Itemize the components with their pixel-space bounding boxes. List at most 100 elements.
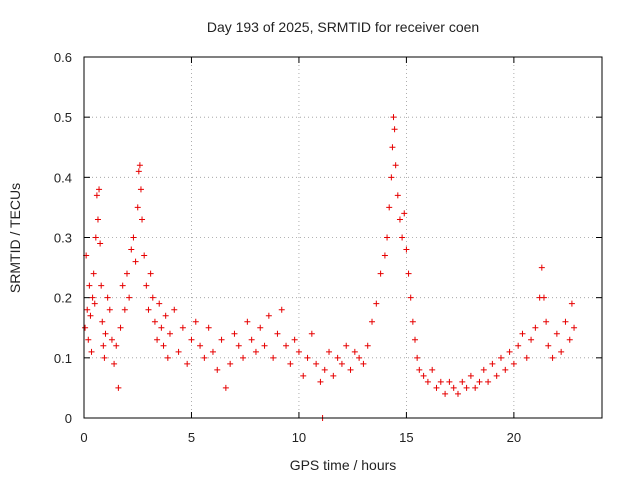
data-point bbox=[515, 342, 522, 349]
data-point bbox=[143, 282, 150, 289]
data-point bbox=[476, 378, 483, 385]
data-point bbox=[119, 282, 126, 289]
data-point bbox=[330, 372, 337, 379]
data-point bbox=[313, 360, 320, 367]
data-point bbox=[523, 354, 530, 361]
chart-title: Day 193 of 2025, SRMTID for receiver coe… bbox=[207, 19, 479, 35]
data-point bbox=[396, 216, 403, 223]
data-point bbox=[126, 294, 133, 301]
y-tick-label: 0 bbox=[65, 411, 72, 426]
data-point bbox=[326, 348, 333, 355]
y-tick-label: 0.5 bbox=[54, 110, 72, 125]
x-axis-label: GPS time / hours bbox=[290, 457, 397, 473]
x-tick-label: 15 bbox=[399, 430, 413, 445]
data-point bbox=[87, 312, 94, 319]
data-point bbox=[134, 204, 141, 211]
data-point bbox=[179, 324, 186, 331]
data-point bbox=[308, 330, 315, 337]
data-point bbox=[283, 342, 290, 349]
data-point bbox=[270, 354, 277, 361]
data-point bbox=[384, 234, 391, 241]
data-point bbox=[401, 210, 408, 217]
data-point bbox=[392, 162, 399, 169]
data-point bbox=[104, 294, 111, 301]
data-point bbox=[244, 318, 251, 325]
data-point bbox=[102, 330, 109, 337]
data-point bbox=[485, 378, 492, 385]
data-point bbox=[420, 372, 427, 379]
data-point bbox=[287, 360, 294, 367]
data-point bbox=[257, 324, 264, 331]
data-point bbox=[252, 348, 259, 355]
data-point bbox=[351, 348, 358, 355]
data-point bbox=[214, 366, 221, 373]
data-point bbox=[92, 234, 99, 241]
data-point bbox=[123, 270, 130, 277]
data-point bbox=[545, 342, 552, 349]
data-point bbox=[412, 336, 419, 343]
data-point bbox=[300, 372, 307, 379]
data-point bbox=[128, 246, 135, 253]
data-point bbox=[480, 366, 487, 373]
data-point bbox=[295, 348, 302, 355]
data-point bbox=[94, 216, 101, 223]
data-point bbox=[391, 126, 398, 133]
data-point bbox=[154, 336, 161, 343]
tick-labels: 0 0.1 0.2 0.3 0.4 0.5 0.6 0 5 10 15 20 bbox=[54, 50, 521, 445]
data-point bbox=[553, 330, 560, 337]
data-point bbox=[405, 270, 412, 277]
data-point bbox=[160, 342, 167, 349]
data-point bbox=[231, 330, 238, 337]
data-point bbox=[381, 252, 388, 259]
data-point bbox=[130, 234, 137, 241]
grid-lines bbox=[84, 57, 602, 418]
data-point bbox=[538, 264, 545, 271]
data-point bbox=[106, 306, 113, 313]
data-point bbox=[141, 252, 148, 259]
data-point bbox=[201, 354, 208, 361]
data-point bbox=[549, 354, 556, 361]
data-point bbox=[235, 342, 242, 349]
data-point bbox=[227, 360, 234, 367]
data-point bbox=[497, 354, 504, 361]
data-point bbox=[433, 384, 440, 391]
data-point bbox=[240, 354, 247, 361]
plot-frame bbox=[83, 56, 603, 419]
data-point bbox=[304, 354, 311, 361]
data-point bbox=[429, 366, 436, 373]
data-point bbox=[506, 348, 513, 355]
data-point bbox=[360, 360, 367, 367]
y-tick-label: 0.1 bbox=[54, 351, 72, 366]
data-point bbox=[369, 318, 376, 325]
data-point bbox=[90, 270, 97, 277]
data-point bbox=[265, 312, 272, 319]
data-point bbox=[218, 336, 225, 343]
data-point bbox=[338, 360, 345, 367]
data-point bbox=[84, 306, 91, 313]
data-point bbox=[502, 366, 509, 373]
data-point bbox=[136, 162, 143, 169]
data-point bbox=[356, 354, 363, 361]
data-point bbox=[278, 306, 285, 313]
data-point bbox=[184, 360, 191, 367]
data-point bbox=[82, 324, 89, 331]
data-point bbox=[510, 360, 517, 367]
y-tick-label: 0.3 bbox=[54, 231, 72, 246]
x-tick-label: 20 bbox=[507, 430, 521, 445]
data-point bbox=[489, 360, 496, 367]
data-point bbox=[389, 144, 396, 151]
data-point bbox=[442, 390, 449, 397]
data-point bbox=[145, 306, 152, 313]
y-tick-label: 0.4 bbox=[54, 170, 72, 185]
data-point bbox=[261, 342, 268, 349]
data-point bbox=[248, 336, 255, 343]
data-point bbox=[137, 186, 144, 193]
data-point bbox=[399, 234, 406, 241]
data-point bbox=[566, 336, 573, 343]
data-point bbox=[139, 216, 146, 223]
data-points bbox=[82, 114, 578, 421]
data-point bbox=[403, 246, 410, 253]
data-point bbox=[222, 384, 229, 391]
data-point bbox=[394, 192, 401, 199]
data-point bbox=[100, 342, 107, 349]
